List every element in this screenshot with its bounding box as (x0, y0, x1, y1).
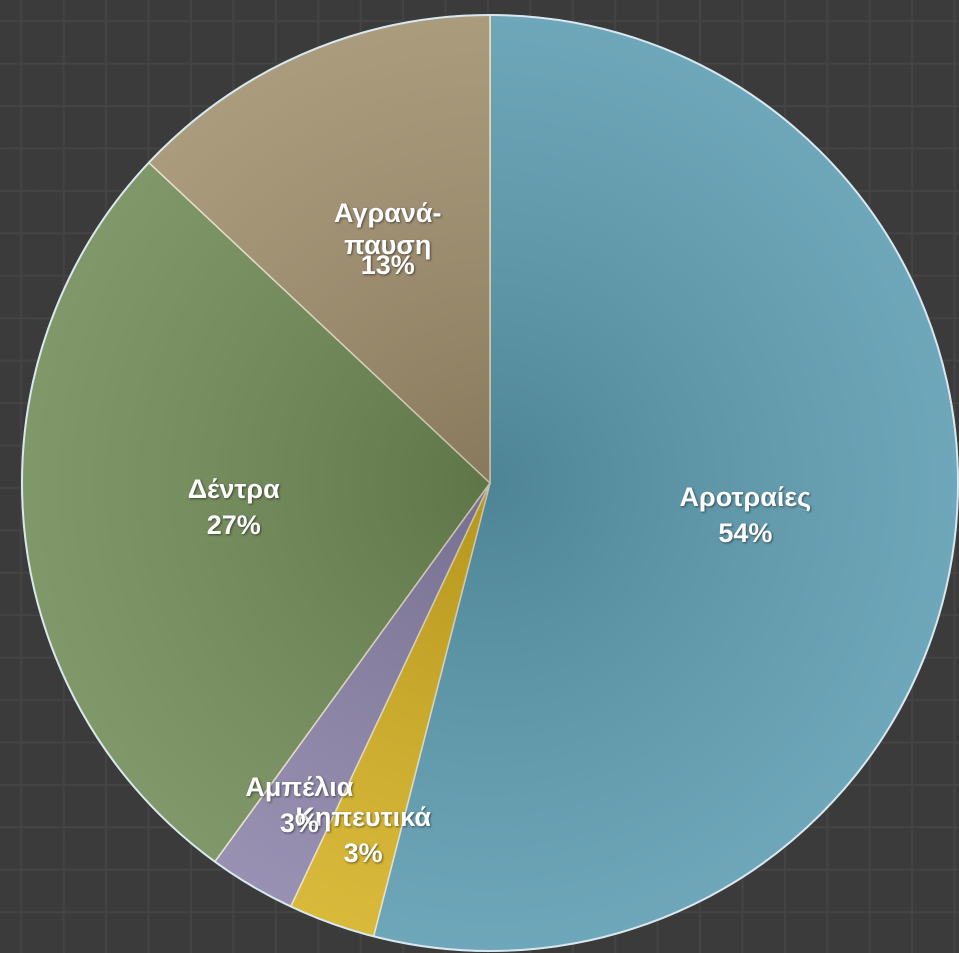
value-label: 3% (343, 838, 383, 869)
slice-label: Δέντρα (187, 474, 280, 505)
value-label: 13% (360, 249, 415, 280)
pie-rim (21, 14, 959, 952)
slice-label: Αροτραίες (679, 482, 812, 513)
slice-label: Αγρανά- παυση (334, 197, 442, 260)
value-label: 54% (718, 518, 773, 549)
value-label: 27% (206, 510, 261, 541)
value-label: 3% (279, 808, 319, 839)
slice-label: Αμπέλια (245, 772, 354, 803)
slice-label: Κηπευτικά (295, 802, 431, 833)
